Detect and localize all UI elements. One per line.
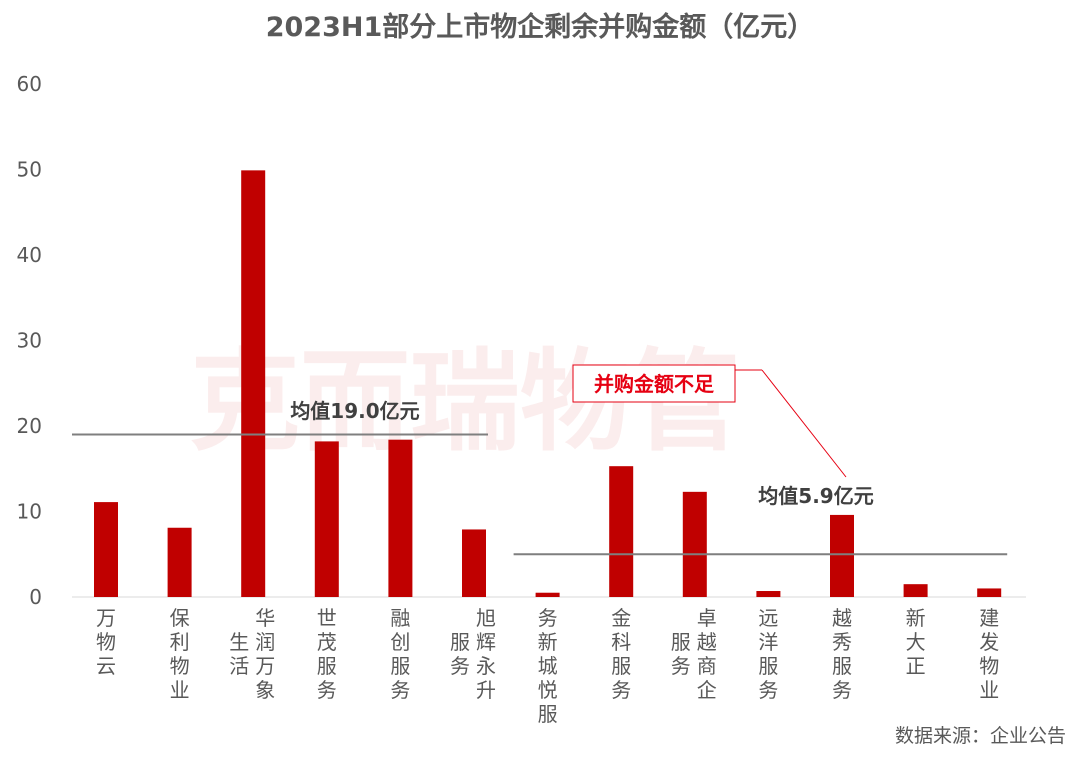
x-tick-label: 大 — [906, 630, 926, 654]
x-tick-label: 新 — [906, 606, 926, 630]
bar — [167, 527, 192, 597]
x-tick-label: 服 — [671, 630, 691, 654]
x-tick-label: 务 — [671, 654, 691, 678]
x-tick-label: 物 — [96, 630, 116, 654]
x-tick-label: 服 — [611, 654, 631, 678]
bar — [609, 466, 634, 597]
bar — [462, 529, 486, 597]
x-tick-label: 利 — [170, 630, 190, 654]
bar — [977, 588, 1002, 597]
y-tick-label: 60 — [17, 72, 42, 96]
x-tick-label: 升 — [476, 678, 496, 702]
x-tick-label: 业 — [979, 678, 999, 702]
callout: 并购金额不足 — [572, 364, 847, 478]
x-tick-label: 务 — [450, 654, 470, 678]
bar — [388, 439, 413, 597]
bars — [94, 170, 1002, 598]
x-tick-label: 服 — [832, 654, 852, 678]
x-tick-label: 润 — [255, 630, 275, 654]
x-tick-label: 服 — [538, 702, 558, 726]
x-tick-label: 茂 — [317, 630, 337, 654]
x-tick-label: 象 — [255, 678, 275, 702]
x-tick-label: 悦 — [538, 678, 558, 702]
x-tick-label: 务 — [832, 678, 852, 702]
x-tick-label: 务 — [611, 678, 631, 702]
x-tick-label: 城 — [538, 654, 558, 678]
x-tick-label: 物 — [979, 654, 999, 678]
x-tick-label: 永 — [476, 654, 496, 678]
x-tick-label: 建 — [979, 606, 999, 630]
x-tick-label: 万 — [255, 654, 275, 678]
x-tick-label: 科 — [611, 630, 631, 654]
x-tick-label: 服 — [450, 630, 470, 654]
x-tick-label: 务 — [758, 678, 778, 702]
x-tick-label: 卓 — [697, 606, 717, 630]
x-tick-label: 云 — [96, 654, 116, 678]
x-tick-label: 万 — [96, 606, 116, 630]
x-tick-label: 秀 — [832, 630, 852, 654]
x-tick-label: 务 — [538, 606, 558, 630]
x-tick-label: 服 — [317, 654, 337, 678]
x-tick-label: 新 — [538, 630, 558, 654]
y-tick-label: 10 — [17, 500, 42, 524]
x-tick-label: 世 — [317, 606, 337, 630]
x-tick-label: 远 — [758, 606, 778, 630]
x-tick-label: 旭 — [476, 606, 496, 630]
x-tick-label: 辉 — [476, 630, 496, 654]
average-label: 均值5.9亿元 — [758, 484, 873, 508]
x-tick-label: 企 — [697, 678, 717, 702]
x-tick-label: 业 — [170, 678, 190, 702]
bar — [241, 170, 266, 598]
bar — [756, 591, 781, 597]
callout-pointer — [761, 369, 847, 478]
x-tick-label: 务 — [390, 678, 410, 702]
y-tick-label: 30 — [17, 329, 42, 353]
y-tick-label: 20 — [17, 414, 42, 438]
y-tick-label: 0 — [29, 585, 42, 609]
x-tick-label: 生 — [229, 630, 249, 654]
bar — [94, 502, 118, 597]
callout-label: 并购金额不足 — [594, 372, 715, 396]
x-axis-labels: 万物云保利物业华润万象生活世茂服务融创服务旭辉永升服务务新城悦服金科服务卓越商企… — [96, 606, 999, 726]
x-tick-label: 发 — [979, 630, 999, 654]
x-tick-label: 正 — [906, 654, 926, 678]
x-tick-label: 金 — [611, 606, 631, 630]
x-tick-label: 越 — [697, 630, 717, 654]
y-tick-label: 50 — [17, 158, 42, 182]
average-label: 均值19.0亿元 — [290, 399, 419, 423]
x-tick-label: 融 — [390, 606, 410, 630]
y-axis: 0 10 20 30 40 50 60 — [17, 72, 42, 609]
x-tick-label: 服 — [390, 654, 410, 678]
bar — [314, 441, 339, 597]
x-tick-label: 华 — [255, 606, 275, 630]
bar — [903, 584, 928, 597]
x-tick-label: 商 — [697, 654, 717, 678]
bar — [535, 592, 560, 597]
y-tick-label: 40 — [17, 243, 42, 267]
x-tick-label: 保 — [170, 606, 190, 630]
x-tick-label: 洋 — [758, 630, 778, 654]
x-tick-label: 物 — [170, 654, 190, 678]
x-tick-label: 创 — [390, 630, 410, 654]
bar — [682, 491, 707, 597]
x-tick-label: 活 — [229, 654, 249, 678]
callout-box — [572, 364, 736, 403]
source-note: 数据来源：企业公告 — [895, 725, 1066, 747]
x-tick-label: 服 — [758, 654, 778, 678]
bar — [830, 514, 854, 597]
chart-title: 2023H1部分上市物企剩余并购金额（亿元） — [266, 11, 815, 43]
x-tick-label: 务 — [317, 678, 337, 702]
x-tick-label: 越 — [832, 606, 852, 630]
